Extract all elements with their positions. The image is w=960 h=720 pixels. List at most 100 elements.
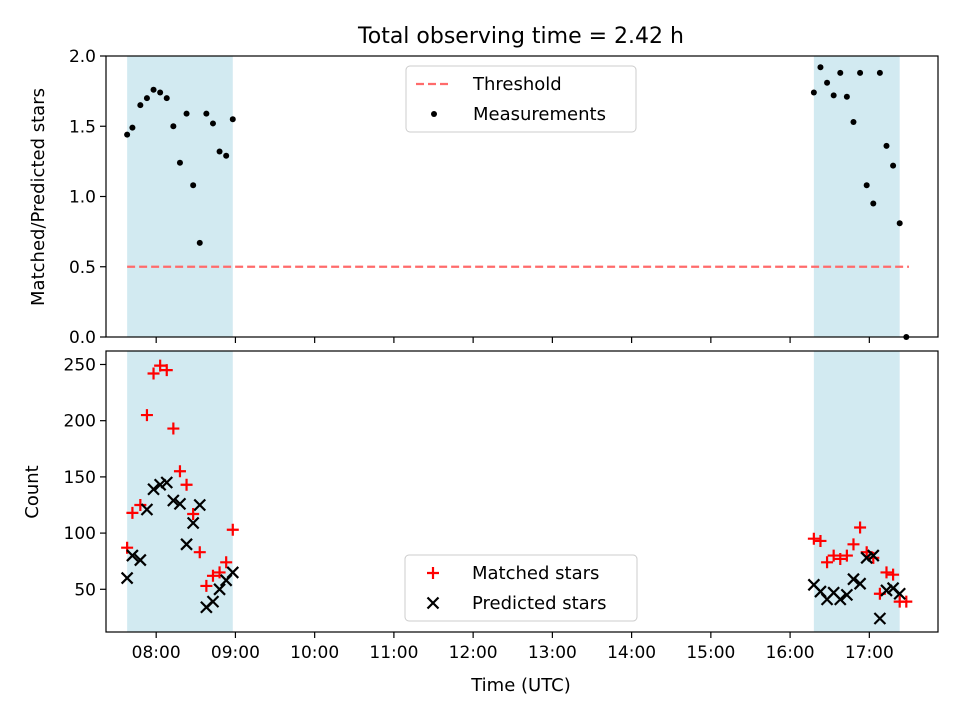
measurement-legend-swatch [431,111,437,117]
matched-star-marker [213,566,226,579]
measurement-point [817,64,824,71]
matched-star-marker [187,507,200,520]
chart-title: Total observing time = 2.42 h [357,24,684,49]
measurement-point [810,89,817,96]
ratio-panel: 0.0 0.5 1.0 1.5 2.0 Threshold Measurements [69,47,939,348]
predicted-star-marker [833,593,847,606]
measurement-point [903,334,910,340]
measurement-point [863,182,870,189]
ratio-legend-label: Threshold [472,74,562,95]
count-y-tick-label: 200 [64,412,96,432]
measurement-point [896,220,903,227]
predicted-star-marker [867,549,880,562]
matched-star-marker [821,556,834,569]
matched-star-marker [847,538,860,551]
predicted-star-marker [193,498,207,512]
x-tick-label: 13:00 [528,643,577,663]
measurement-point [837,69,844,76]
measurement-point [229,116,236,123]
predicted-star-marker [160,476,174,489]
matched-star-marker [154,359,167,372]
predicted-star-marker [840,588,854,602]
ratio-y-tick-label: 2.0 [69,47,96,67]
matched-star-marker [827,549,840,562]
measurement-point [203,110,210,117]
matched-star-marker [887,568,900,581]
count-plot-frame [105,350,939,633]
count-observing-window-2 [813,351,900,632]
measurement-point [129,124,136,131]
matched-star-marker [200,579,213,592]
measurement-point [824,79,831,86]
count-legend-label: Predicted stars [472,593,606,614]
x-tick-label: 10:00 [290,643,339,663]
count-y-tick-label: 100 [64,524,96,544]
measurement-point [843,93,850,100]
x-tick-label: 16:00 [766,643,815,663]
matched-star-marker [147,367,160,380]
count-panel: 50 100 150 200 250 08:00 09:00 10:00 11:00 12:00 1… [64,350,939,663]
predicted-star-marker [140,503,154,516]
ratio-observing-window-2 [813,56,900,337]
matched-legend-swatch [427,567,439,579]
count-y-tick-label: 150 [64,468,96,488]
matched-star-marker [160,364,173,377]
measurement-point [163,95,170,102]
matched-star-marker [900,595,913,608]
matched-star-marker [180,478,193,491]
x-tick-label: 09:00 [211,643,260,663]
predicted-star-marker [853,577,867,590]
measurement-point [870,200,877,207]
predicted-star-marker [173,497,187,511]
x-tick-label: 11:00 [369,643,418,663]
ratio-observing-window-1 [127,56,233,337]
matched-star-marker [173,465,186,478]
measurement-point [137,102,144,109]
matched-star-marker [867,551,880,564]
count-y-tick-label: 50 [74,580,96,600]
matched-star-marker [854,521,867,534]
matched-star-marker [140,409,153,422]
count-y-axis-label: Count [22,465,43,518]
predicted-star-marker [120,571,134,585]
matched-star-marker [880,566,893,579]
predicted-star-marker [134,553,147,567]
matched-star-marker [167,422,180,435]
x-tick-label: 15:00 [686,643,735,663]
ratio-y-tick-label: 1.0 [69,188,96,208]
count-legend-box [404,554,638,622]
predicted-star-marker [213,583,226,596]
measurement-point [183,110,190,117]
measurement-point [216,148,223,155]
matched-star-marker [807,532,820,545]
matched-star-marker [220,556,233,569]
predicted-star-marker [873,612,887,625]
matched-star-marker [134,498,147,511]
matched-star-marker [206,569,219,582]
measurement-point [830,92,837,99]
measurement-point [850,119,857,126]
predicted-legend-swatch [426,596,440,610]
x-tick-label: 12:00 [449,643,498,663]
count-y-tick-label: 250 [64,355,96,375]
measurement-point [190,182,197,189]
x-tick-label: 14:00 [607,643,656,663]
measurement-point [890,162,897,169]
predicted-star-marker [167,494,180,507]
predicted-star-marker [893,587,906,601]
ratio-y-tick-label: 0.5 [69,258,96,278]
measurement-point [196,239,203,246]
matched-star-marker [226,523,239,536]
predicted-star-marker [206,595,220,608]
measurement-point [857,69,864,76]
x-tick-label: 08:00 [132,643,181,663]
measurement-point [124,131,131,138]
matched-star-marker [126,506,139,519]
matched-star-marker [193,546,206,559]
predicted-star-marker [226,566,240,579]
predicted-star-marker [186,516,200,530]
ratio-legend-box [405,65,637,133]
measurement-point [176,159,183,166]
predicted-star-marker [847,572,860,586]
